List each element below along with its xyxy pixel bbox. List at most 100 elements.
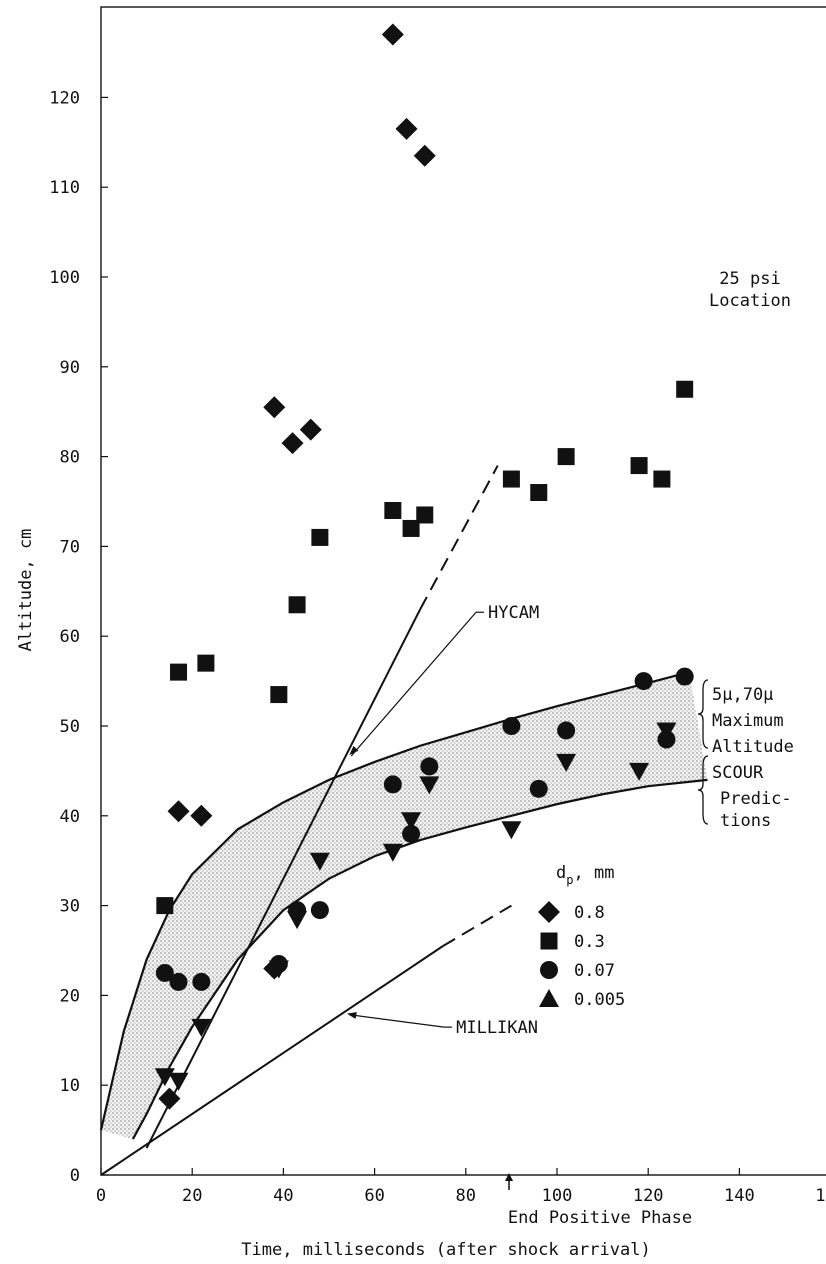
legend-diamond-icon: [538, 901, 560, 923]
scour-prediction-band: [99, 671, 708, 1140]
data-point-square: [402, 519, 420, 537]
data-point-diamond: [167, 800, 190, 823]
data-point-circle: [155, 963, 174, 982]
band-brace-icon: [697, 755, 709, 825]
end-phase-arrow-icon: [505, 1173, 513, 1190]
band-brace-icon: [697, 679, 709, 749]
data-point-circle: [402, 824, 421, 843]
millikan-pointer: [348, 1014, 445, 1028]
band-label: 5μ,70μ Maximum Altitude SCOUR Predic- ti…: [697, 679, 794, 831]
millikan-arrowhead-icon: [346, 1012, 357, 1019]
data-point-square: [653, 470, 671, 488]
millikan-extension: [442, 904, 512, 947]
legend-circle-icon: [540, 961, 558, 979]
data-point-circle: [529, 779, 548, 798]
hycam-label: HYCAM: [488, 603, 539, 623]
x-tick-label: 140: [724, 1186, 755, 1206]
data-point-square: [630, 457, 648, 475]
data-point-square: [270, 686, 288, 704]
x-tick-label: 120: [633, 1186, 664, 1206]
legend-label: 0.8: [574, 903, 605, 923]
y-tick-label: 30: [60, 897, 80, 917]
legend-title-rest: , mm: [573, 863, 614, 883]
legend-label: 0.3: [574, 932, 605, 952]
end-phase-label: End Positive Phase: [508, 1208, 692, 1228]
band-upper-curve: [99, 671, 690, 1131]
band-label-line: tions: [720, 811, 771, 831]
band-label-line: SCOUR: [712, 763, 764, 783]
location-label-line1: 25 psi: [719, 269, 780, 289]
data-point-triangle-down: [629, 762, 650, 781]
millikan-line: [100, 945, 444, 1176]
data-point-diamond: [190, 804, 213, 827]
y-tick-label: 10: [60, 1076, 80, 1096]
x-tick-label: 60: [364, 1186, 384, 1206]
data-point-triangle-down: [268, 960, 289, 979]
data-point-circle: [675, 667, 694, 686]
data-point-diamond: [395, 117, 418, 140]
legend-title-d: d: [556, 863, 566, 883]
data-point-square: [170, 663, 188, 681]
y-tick-label: 40: [60, 807, 80, 827]
y-tick-label: 120: [49, 88, 80, 108]
y-tick-label: 110: [49, 178, 80, 198]
band-lower-curve: [131, 778, 708, 1140]
hycam-pointer: [350, 611, 477, 757]
data-point-circle: [383, 775, 402, 794]
data-point-triangle-down: [382, 843, 403, 862]
x-axis-label: Time, milliseconds (after shock arrival): [241, 1240, 650, 1260]
data-point-triangle-down: [191, 1018, 212, 1037]
axis-ticks: 0 20 40 60 80 100 120 140 160 0 10 20 30 40 50 60 70 80 90…: [49, 88, 826, 1206]
location-label-line2: Location: [709, 291, 791, 311]
x-tick-label: 160: [815, 1186, 826, 1206]
legend-label: 0.07: [574, 961, 615, 981]
y-tick-label: 0: [70, 1166, 80, 1186]
data-point-circle: [557, 721, 576, 740]
hycam-extension: [419, 465, 499, 610]
y-tick-label: 80: [60, 448, 80, 468]
hycam-line: [145, 608, 422, 1149]
data-point-circle: [169, 972, 188, 991]
band-label-line: Predic-: [720, 789, 792, 809]
legend: dp, mm 0.8 0.3 0.07 0.005: [538, 863, 625, 1010]
y-tick-label: 100: [49, 268, 80, 288]
data-point-square: [288, 596, 306, 614]
band-fill: [101, 672, 708, 1140]
data-point-diamond: [158, 1087, 181, 1110]
hycam-arrowhead-icon: [349, 745, 359, 755]
data-point-triangle-down: [309, 852, 330, 871]
y-tick-label: 70: [60, 537, 80, 557]
y-tick-label: 50: [60, 717, 80, 737]
data-point-square: [502, 470, 520, 488]
x-tick-label: 80: [456, 1186, 476, 1206]
data-point-triangle-down: [556, 753, 577, 772]
data-point-square: [156, 897, 174, 915]
data-point-triangle-down: [168, 1072, 189, 1091]
data-point-diamond: [281, 432, 304, 455]
y-tick-label: 60: [60, 627, 80, 647]
y-axis-label: Altitude, cm: [16, 529, 36, 652]
legend-square-icon: [540, 932, 558, 950]
x-tick-label: 100: [542, 1186, 573, 1206]
data-point-square: [530, 484, 548, 502]
data-point-square: [311, 528, 329, 546]
data-point-diamond: [413, 144, 436, 167]
x-tick-label: 20: [182, 1186, 202, 1206]
data-point-triangle-down: [656, 722, 677, 741]
data-point-square: [676, 380, 694, 398]
trend-lines: HYCAM MILLIKAN: [100, 465, 539, 1176]
legend-title: dp, mm: [556, 863, 614, 887]
y-tick-label: 20: [60, 986, 80, 1006]
data-point-circle: [634, 672, 653, 691]
data-point-square: [197, 654, 215, 672]
y-tick-label: 90: [60, 358, 80, 378]
data-point-circle: [310, 901, 329, 920]
data-point-triangle-down: [501, 821, 522, 840]
legend-triangle-up-icon: [539, 989, 559, 1007]
data-point-circle: [420, 757, 439, 776]
band-label-line: Maximum: [712, 711, 784, 731]
data-point-circle: [502, 717, 521, 735]
data-point-triangle-down: [419, 776, 440, 795]
data-point-square: [416, 506, 434, 524]
data-point-diamond: [263, 396, 286, 419]
